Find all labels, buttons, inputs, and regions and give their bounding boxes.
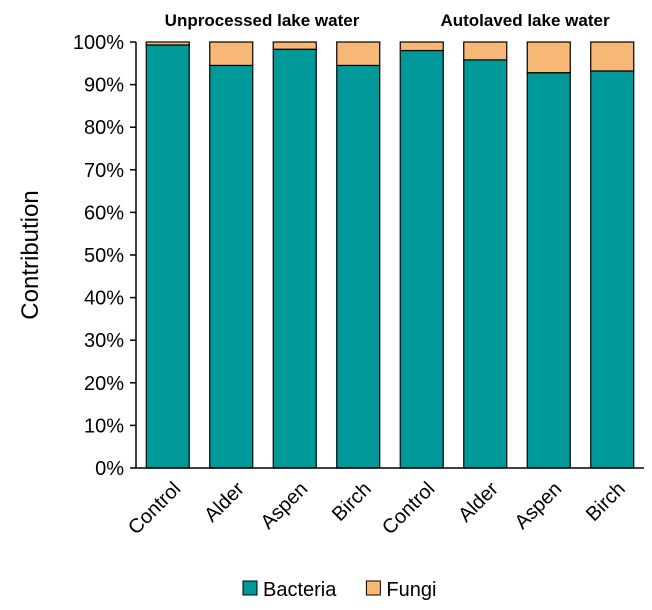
y-tick-labels: 0% 10% 20% 30% 40% 50% 60% 70% 80% 90% 100% bbox=[73, 32, 124, 480]
bar-bacteria-6 bbox=[526, 72, 571, 469]
bar-fungi-3 bbox=[336, 41, 381, 67]
legend-swatch-bacteria bbox=[242, 580, 258, 596]
bar-fungi-1 bbox=[209, 41, 254, 67]
y-tick-label: 30% bbox=[84, 330, 124, 352]
y-tick-label: 0% bbox=[95, 458, 124, 480]
legend-label-fungi: Fungi bbox=[386, 579, 436, 601]
x-tick-label: Birch bbox=[328, 478, 376, 526]
bar-bacteria-5 bbox=[463, 59, 508, 469]
bar-fungi-7 bbox=[590, 41, 635, 72]
bar-fungi-2 bbox=[272, 41, 317, 50]
x-tick-label: Birch bbox=[582, 478, 630, 526]
bar-fungi-6 bbox=[526, 41, 571, 74]
x-tick-label: Control bbox=[124, 478, 185, 539]
bar-bacteria-1 bbox=[209, 64, 254, 469]
bar-fungi-5 bbox=[463, 41, 508, 61]
y-axis-label: Contribution bbox=[17, 190, 44, 319]
group-titles: Unprocessed lake water Autolaved lake wa… bbox=[165, 11, 610, 30]
x-tick-labels: Control Alder Aspen Birch Control Alder Aspen B… bbox=[124, 478, 630, 539]
group-title-unprocessed: Unprocessed lake water bbox=[165, 11, 360, 30]
axes bbox=[130, 41, 644, 469]
y-tick-label: 10% bbox=[84, 415, 124, 437]
legend-swatch-fungi bbox=[365, 580, 381, 596]
group-title-autoclaved: Autolaved lake water bbox=[440, 11, 610, 30]
bar-bacteria-7 bbox=[590, 70, 635, 469]
y-tick-label: 40% bbox=[84, 288, 124, 310]
y-tick-label: 100% bbox=[73, 32, 124, 54]
y-tick-label: 20% bbox=[84, 373, 124, 395]
bar-bacteria-3 bbox=[336, 64, 381, 469]
bar-bacteria-0 bbox=[145, 44, 190, 469]
y-tick-label: 80% bbox=[84, 117, 124, 139]
y-tick-label: 50% bbox=[84, 245, 124, 267]
x-tick-label: Alder bbox=[200, 478, 249, 527]
bars bbox=[145, 41, 635, 469]
bar-fungi-4 bbox=[399, 41, 444, 52]
x-tick-label: Alder bbox=[454, 478, 503, 527]
x-tick-label: Aspen bbox=[257, 478, 313, 534]
legend: Bacteria Fungi bbox=[242, 579, 436, 601]
bar-bacteria-2 bbox=[272, 48, 317, 469]
y-tick-label: 70% bbox=[84, 160, 124, 182]
bar-bacteria-4 bbox=[399, 49, 444, 469]
y-tick-label: 90% bbox=[84, 75, 124, 97]
legend-label-bacteria: Bacteria bbox=[263, 579, 337, 601]
x-tick-label: Control bbox=[378, 478, 439, 539]
bar-fungi-0 bbox=[145, 41, 190, 46]
y-tick-label: 60% bbox=[84, 202, 124, 224]
x-tick-label: Aspen bbox=[511, 478, 567, 534]
